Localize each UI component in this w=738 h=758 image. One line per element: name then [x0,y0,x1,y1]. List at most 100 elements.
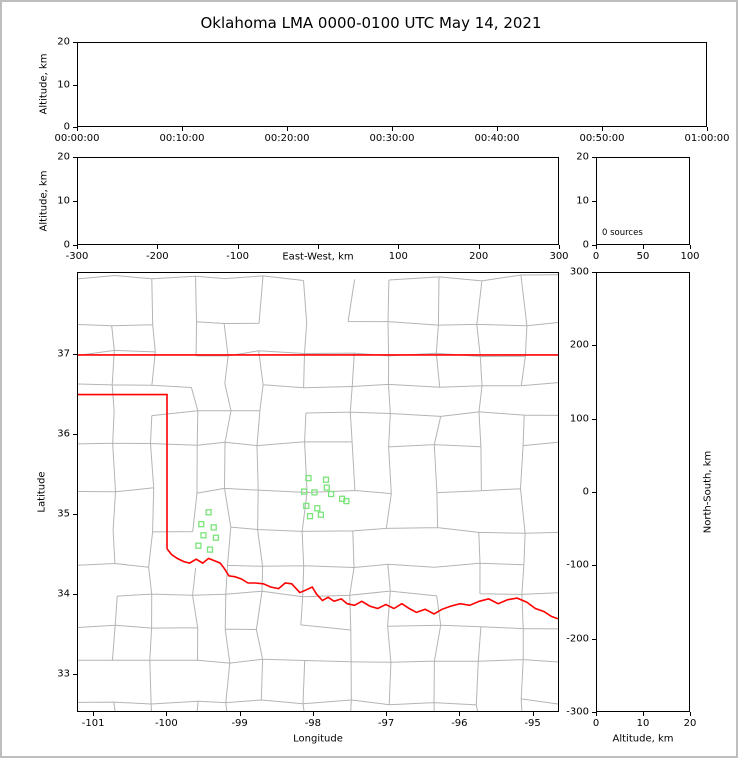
ew-height-y-ticklabel: 20 [57,151,70,163]
lma-station-marker [205,509,212,516]
time-height-y-tick [73,127,77,128]
lma-station-marker [303,502,310,510]
ew-height-y-tick [73,201,77,202]
lma-station-marker [300,488,308,495]
ns-height-y-tick [592,638,596,640]
time-height-x-tick [707,127,708,131]
lma-station-marker [206,546,214,553]
time-height-x-tick [602,127,603,131]
ns-height-y-tick [592,418,596,420]
ew-height-y-ticklabel: 10 [57,195,70,207]
plan-view-x-ticklabel: -95 [524,718,541,729]
plan-view-y-ticklabel: 37 [57,348,70,360]
lma-station-marker [198,521,205,528]
plan-view-x-tick [166,712,168,716]
plan-view-x-ticklabel: -101 [81,718,105,729]
plan-view-y-tick [73,673,77,675]
lma-station-marker [343,497,350,505]
time-height-x-ticklabel: 00:40:00 [474,133,520,144]
figure-title: Oklahoma LMA 0000-0100 UTC May 14, 2021 [200,14,542,32]
time-height-y-tick [73,84,77,86]
time-height-x-tick [392,127,393,131]
ew-height-x-tick [559,245,560,249]
time-height-x-tick [497,127,498,131]
ns-height-y-ticklabel: 200 [569,339,589,351]
panel-plan-view-map [77,272,559,712]
plan-view-y-tick [73,593,77,595]
ew-panel-xlabel: East-West, km [282,251,354,263]
lma-station-marker [317,511,325,518]
map-ylabel: Latitude [36,471,48,513]
source-histogram-y-ticklabel: 20 [576,151,589,163]
ns-height-y-ticklabel: 100 [569,413,589,425]
state-border-segment-1 [78,393,168,549]
lma-station-marker [327,490,335,498]
ns-height-x-tick [690,712,691,716]
ns-height-x-tick [596,712,597,716]
lma-station-marker [306,513,314,520]
ew-height-y-tick [73,157,77,158]
ns-height-y-ticklabel: -200 [566,633,589,645]
ew-height-x-tick [237,245,239,249]
source-count-annotation: 0 sources [602,228,643,238]
plan-view-x-ticklabel: -97 [377,718,395,729]
ew-height-x-ticklabel: -100 [226,251,250,262]
plan-view-x-tick [459,712,461,716]
ns-height-y-ticklabel: 300 [569,266,589,278]
ew-height-x-tick [318,245,319,249]
lma-station-marker [322,476,330,483]
ns-panel-xlabel: Altitude, km [612,733,674,745]
ew-panel-ylabel: Altitude, km [38,170,50,232]
plan-view-x-tick [532,712,534,716]
ew-height-x-tick [398,245,400,249]
panel-altitude-vs-northsouth [596,272,690,712]
time-height-x-ticklabel: 00:50:00 [579,133,625,144]
ns-height-y-ticklabel: -100 [566,559,589,571]
state-border-segment-2 [166,548,558,620]
time-height-y-ticklabel: 20 [57,36,70,48]
plan-view-x-ticklabel: -99 [231,718,248,729]
plan-view-y-ticklabel: 35 [57,508,70,520]
source-histogram-y-ticklabel: 10 [576,195,589,207]
plan-view-y-tick [73,513,77,515]
ns-height-x-ticklabel: 10 [636,718,650,729]
ew-height-x-ticklabel: -200 [145,251,169,262]
source-histogram-x-ticklabel: 50 [636,251,650,262]
ew-height-y-tick [73,245,77,246]
plan-view-y-tick [73,354,77,356]
time-panel-ylabel: Altitude, km [38,53,50,115]
plan-view-x-ticklabel: -100 [155,718,178,729]
plan-view-x-ticklabel: -98 [304,718,322,729]
ns-height-y-tick [592,712,596,713]
ew-height-x-ticklabel: 100 [388,251,408,262]
plan-view-y-tick [73,434,77,436]
source-histogram-y-tick [592,157,596,158]
lma-station-marker [311,489,318,496]
plan-view-x-tick [93,712,95,716]
panel-altitude-vs-time [77,42,707,127]
time-height-y-ticklabel: 0 [63,121,70,133]
panel-source-histogram: 0 sources [596,157,690,245]
ns-height-x-ticklabel: 20 [683,718,697,729]
plan-view-map-canvas [78,274,558,711]
time-height-x-ticklabel: 00:20:00 [264,133,310,144]
ew-height-y-ticklabel: 0 [63,239,70,251]
ns-height-y-ticklabel: 0 [582,486,589,498]
plan-view-x-tick [312,712,314,716]
ns-height-y-tick [592,345,596,347]
source-histogram-x-tick [596,245,597,249]
ew-height-x-ticklabel: 200 [469,251,489,262]
lma-station-marker [212,534,220,541]
map-xlabel: Longitude [293,733,343,745]
time-height-x-ticklabel: 00:10:00 [159,133,205,144]
ew-height-x-ticklabel: -300 [65,251,89,262]
plan-view-y-ticklabel: 34 [57,588,70,600]
ns-height-y-tick [592,565,596,567]
source-histogram-y-tick [592,245,596,246]
ew-height-x-ticklabel: 300 [549,251,569,262]
ew-height-x-tick [77,245,78,249]
lma-station-marker [314,505,321,512]
plan-view-x-tick [239,712,241,716]
source-histogram-x-tick [643,245,644,249]
